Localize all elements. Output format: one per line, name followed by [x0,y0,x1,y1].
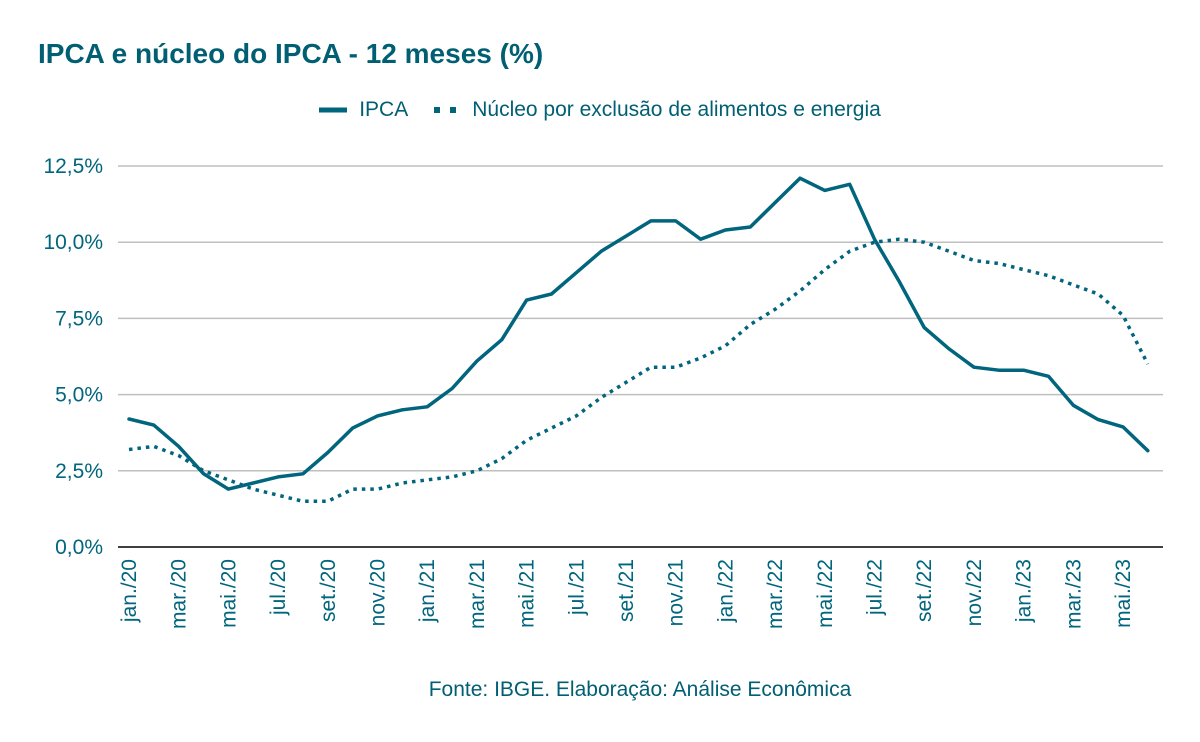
chart-legend: IPCA Núcleo por exclusão de alimentos e … [0,98,1200,122]
x-tick-label: mar./20 [168,559,191,629]
legend-label-nucleo: Núcleo por exclusão de alimentos e energ… [472,98,881,121]
y-tick-label: 12,5% [43,155,103,178]
x-tick-label: jan./20 [118,559,141,623]
series-line-nucleo [128,237,1150,504]
chart-title: IPCA e núcleo do IPCA - 12 meses (%) [38,38,544,69]
legend-item-ipca: IPCA [319,98,408,122]
x-tick-label: nov./22 [963,559,986,626]
legend-swatch-dotted [434,107,461,113]
x-tick-label: set./21 [615,559,638,622]
x-tick-label: jan./23 [1013,559,1036,623]
y-tick-label: 2,5% [55,460,103,483]
x-tick-label: jan./22 [714,559,737,623]
x-tick-label: jul./22 [864,559,887,616]
x-tick-label: nov./20 [367,559,390,626]
x-tick-label: mai./21 [516,559,539,628]
x-tick-label: set./20 [317,559,340,622]
series-line-ipca [127,176,1150,491]
x-tick-label: mai./22 [814,559,837,628]
x-tick-label: mar./21 [466,559,489,629]
legend-label-ipca: IPCA [359,98,409,121]
x-tick-label: jul./20 [267,559,290,616]
y-tick-label: 0,0% [55,536,103,559]
x-tick-label: set./22 [913,559,936,622]
x-tick-label: jul./21 [565,559,588,616]
x-tick-label: mai./20 [217,559,240,628]
x-tick-label: jan./21 [416,559,439,623]
y-tick-label: 5,0% [55,384,103,407]
y-tick-label: 10,0% [43,231,103,254]
x-tick-label: mar./23 [1062,559,1085,629]
source-note: Fonte: IBGE. Elaboração: Análise Econômi… [428,678,852,701]
legend-swatch-solid [319,107,348,113]
x-tick-label: mar./22 [764,559,787,629]
legend-item-nucleo: Núcleo por exclusão de alimentos e energ… [432,98,881,122]
x-tick-label: nov./21 [665,559,688,626]
x-tick-label: mai./23 [1112,559,1135,628]
y-tick-label: 7,5% [55,307,103,330]
